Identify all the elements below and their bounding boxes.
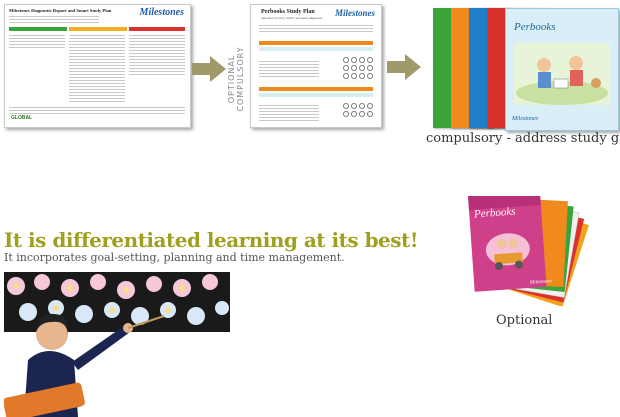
report-title: Milestones Diagnostic Report and Smart S… xyxy=(9,8,112,13)
global-logo: GLOBAL xyxy=(11,115,33,121)
optional-books-fan xyxy=(468,196,589,306)
perbook-front-cover: Perbooks Milestones xyxy=(505,8,619,131)
arrow-right-icon xyxy=(192,56,226,82)
milestones-logo: Milestones xyxy=(512,116,538,122)
children-reading-illustration xyxy=(514,43,610,105)
study-plan-title: Perbooks Study Plan xyxy=(261,9,315,15)
arrow-right-icon xyxy=(387,54,421,80)
diagnostic-report-thumbnail: Milestones Diagnostic Report and Smart S… xyxy=(4,4,191,128)
compulsory-caption: compulsory - address study gaps xyxy=(426,131,620,146)
report-column-text xyxy=(129,35,185,77)
report-column-header-yellow xyxy=(69,27,127,31)
report-column-text xyxy=(69,35,125,104)
study-plan-compulsory-bar xyxy=(259,41,373,45)
subline: It incorporates goal-setting, planning a… xyxy=(4,251,345,264)
report-column-text xyxy=(9,35,65,50)
optional-caption: Optional xyxy=(496,313,553,328)
milestones-logo: Milestones xyxy=(334,8,375,18)
study-plan-rows xyxy=(259,61,319,79)
study-plan-header-bar xyxy=(259,47,373,51)
perbooks-brand: Perbooks xyxy=(514,21,556,33)
report-column-header-green xyxy=(9,27,67,31)
milestones-logo: Milestones xyxy=(139,7,184,18)
optional-compulsory-label: OPTIONAL COMPULSORY xyxy=(227,46,245,112)
headline: It is differentiated learning at its bes… xyxy=(4,228,419,252)
study-plan-meta-lines xyxy=(259,25,373,34)
study-plan-thumbnail: Perbooks Study Plan matched to every chi… xyxy=(250,4,382,128)
study-plan-header-bar xyxy=(259,93,373,97)
study-plan-rows xyxy=(259,105,319,123)
study-plan-subtitle: matched to every child's personal diagno… xyxy=(261,16,323,20)
student-photo xyxy=(4,272,230,417)
report-meta-lines xyxy=(9,16,99,25)
report-footer-text xyxy=(9,107,185,116)
study-plan-optional-bar xyxy=(259,87,373,91)
report-column-header-red xyxy=(129,27,185,31)
